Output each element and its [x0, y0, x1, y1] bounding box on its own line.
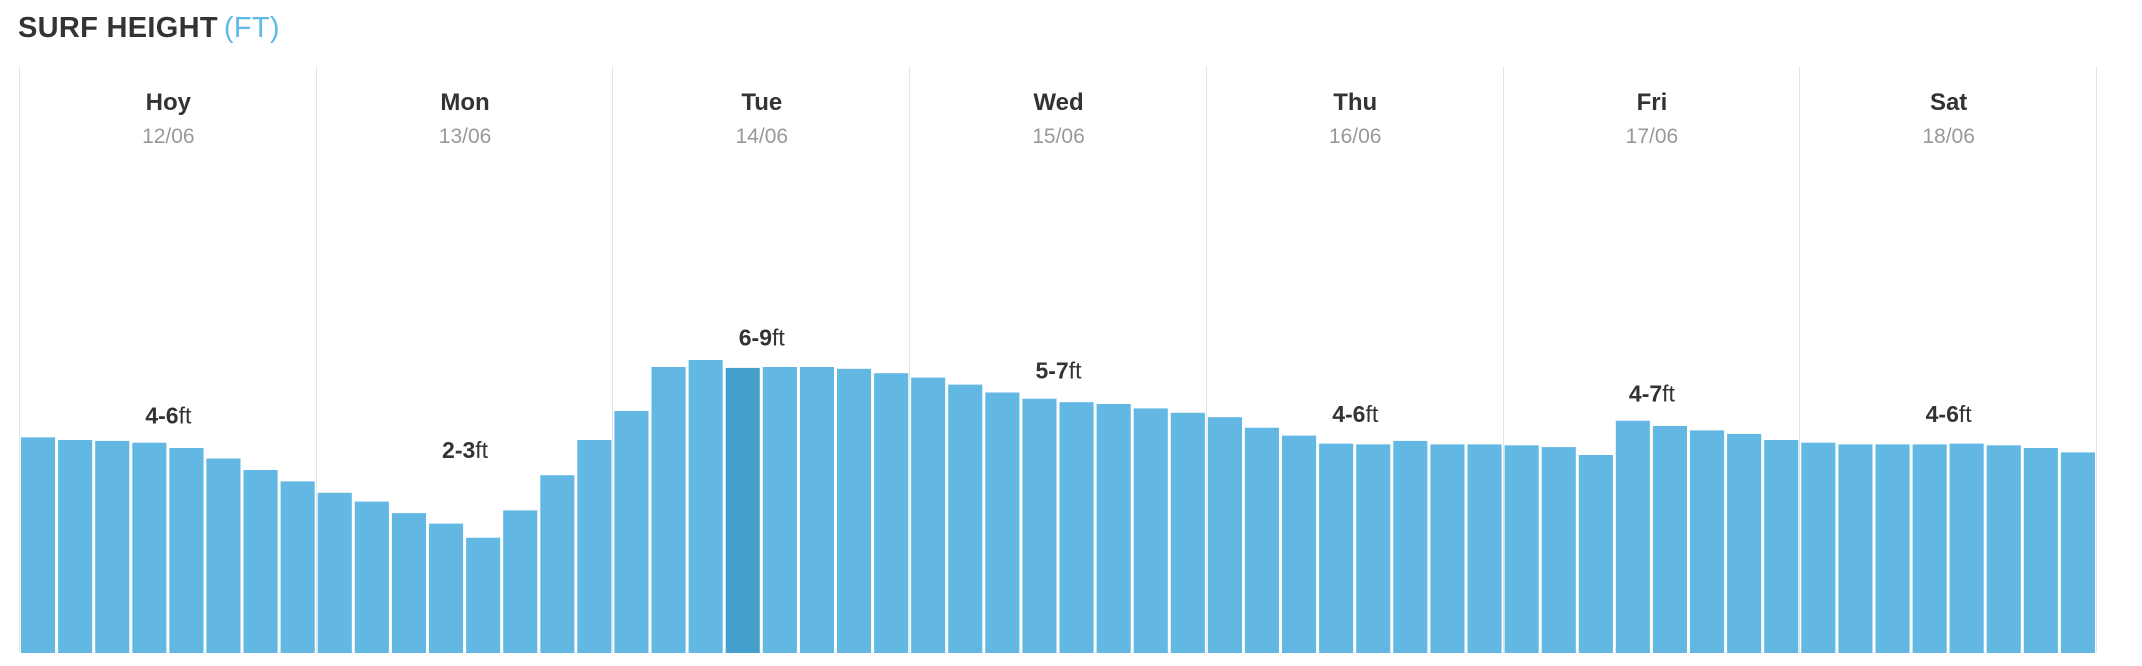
- surf-bar[interactable]: [1504, 445, 1539, 653]
- surf-bar[interactable]: [95, 440, 130, 653]
- surf-bar[interactable]: [243, 470, 278, 653]
- surf-bar[interactable]: [1578, 455, 1613, 653]
- surf-bar[interactable]: [1319, 443, 1354, 653]
- surf-bar[interactable]: [1949, 443, 1984, 653]
- surf-bar[interactable]: [614, 411, 649, 653]
- surf-range-label: 5-7ft: [1035, 357, 1082, 383]
- surf-bar[interactable]: [762, 367, 797, 653]
- surf-range-unit: ft: [1959, 401, 1972, 427]
- surf-bar[interactable]: [2060, 452, 2095, 653]
- surf-range-label: 4-6ft: [1926, 401, 1973, 427]
- surf-bar[interactable]: [985, 392, 1020, 654]
- surf-range-unit: ft: [1662, 380, 1675, 406]
- surf-range-unit: ft: [475, 437, 488, 463]
- surf-bar[interactable]: [1727, 433, 1762, 653]
- surf-bar[interactable]: [874, 373, 909, 653]
- surf-bar[interactable]: [1244, 427, 1279, 653]
- surf-bar[interactable]: [1875, 444, 1910, 653]
- surf-bar[interactable]: [1912, 444, 1947, 653]
- chart-unit-label: (FT): [223, 12, 280, 44]
- day-name-fri: Fri: [1637, 89, 1668, 116]
- surf-range-label: 4-7ft: [1629, 380, 1676, 406]
- surf-bar[interactable]: [837, 368, 872, 653]
- surf-bar[interactable]: [1615, 420, 1650, 653]
- surf-range-value: 4-6: [1926, 401, 1959, 427]
- surf-bar[interactable]: [206, 458, 241, 654]
- surf-bar[interactable]: [1430, 444, 1465, 653]
- surf-range-label: 2-3ft: [442, 437, 489, 463]
- surf-bar[interactable]: [280, 481, 315, 653]
- surf-bar[interactable]: [21, 437, 56, 653]
- day-date: 12/06: [142, 125, 195, 148]
- surf-bar[interactable]: [540, 475, 575, 653]
- surf-bar[interactable]: [688, 360, 723, 653]
- surf-bar[interactable]: [1690, 430, 1725, 653]
- day-name-hoy: Hoy: [146, 89, 192, 116]
- surf-bar[interactable]: [317, 492, 352, 653]
- surf-range-label: 6-9ft: [739, 324, 786, 350]
- surf-bar[interactable]: [466, 537, 501, 653]
- surf-bar[interactable]: [948, 384, 983, 653]
- day-name-mon: Mon: [440, 89, 489, 116]
- surf-bar[interactable]: [1059, 402, 1094, 653]
- surf-bar[interactable]: [1541, 447, 1576, 653]
- day-date: 14/06: [736, 125, 789, 148]
- surf-bar[interactable]: [799, 367, 834, 653]
- day-name-wed: Wed: [1033, 89, 1083, 116]
- day-date: 13/06: [439, 125, 492, 148]
- day-date: 17/06: [1626, 125, 1679, 148]
- surf-range-value: 5-7: [1035, 357, 1068, 383]
- surf-bar[interactable]: [1133, 408, 1168, 653]
- surf-bar[interactable]: [1356, 444, 1391, 653]
- surf-bar-selected[interactable]: [725, 367, 760, 653]
- surf-bar[interactable]: [1022, 398, 1057, 653]
- surf-bar[interactable]: [354, 501, 389, 653]
- surf-bar[interactable]: [391, 513, 426, 653]
- surf-bar[interactable]: [651, 367, 686, 653]
- day-name-thu: Thu: [1333, 89, 1377, 116]
- surf-bar[interactable]: [577, 440, 612, 653]
- surf-range-label: 4-6ft: [145, 402, 192, 428]
- surf-range-value: 4-7: [1629, 380, 1662, 406]
- surf-range-label: 4-6ft: [1332, 401, 1379, 427]
- surf-range-value: 4-6: [1332, 401, 1365, 427]
- surf-bar[interactable]: [1096, 404, 1131, 653]
- surf-range-unit: ft: [179, 402, 192, 428]
- surf-range-value: 4-6: [145, 402, 178, 428]
- surf-bar[interactable]: [1207, 417, 1242, 653]
- surf-bar[interactable]: [1652, 426, 1687, 653]
- surf-bar[interactable]: [58, 440, 93, 653]
- surf-bar[interactable]: [1467, 444, 1502, 653]
- day-date: 18/06: [1922, 125, 1975, 148]
- day-date: 16/06: [1329, 125, 1382, 148]
- surf-bar[interactable]: [1838, 444, 1873, 653]
- surf-bar[interactable]: [911, 377, 946, 653]
- surf-bar[interactable]: [1986, 445, 2021, 653]
- surf-bar[interactable]: [429, 523, 464, 653]
- surf-bar[interactable]: [503, 510, 538, 653]
- surf-bar[interactable]: [1282, 435, 1317, 653]
- surf-bar[interactable]: [1393, 440, 1428, 653]
- surf-range-unit: ft: [1069, 357, 1082, 383]
- surf-range-unit: ft: [1365, 401, 1378, 427]
- surf-range-value: 2-3: [442, 437, 475, 463]
- surf-bar[interactable]: [132, 442, 167, 653]
- surf-bar[interactable]: [2023, 448, 2058, 653]
- surf-range-unit: ft: [772, 324, 785, 350]
- day-name-tue: Tue: [741, 89, 782, 116]
- chart-title: SURF HEIGHT (FT): [18, 8, 280, 48]
- surf-range-value: 6-9: [739, 324, 772, 350]
- surf-bar[interactable]: [1764, 440, 1799, 653]
- day-date: 15/06: [1032, 125, 1085, 148]
- surf-bar[interactable]: [1801, 442, 1836, 653]
- surf-bar[interactable]: [1170, 412, 1205, 653]
- chart-title-text: SURF HEIGHT: [18, 12, 218, 44]
- surf-bar[interactable]: [169, 448, 204, 653]
- day-name-sat: Sat: [1930, 89, 1967, 116]
